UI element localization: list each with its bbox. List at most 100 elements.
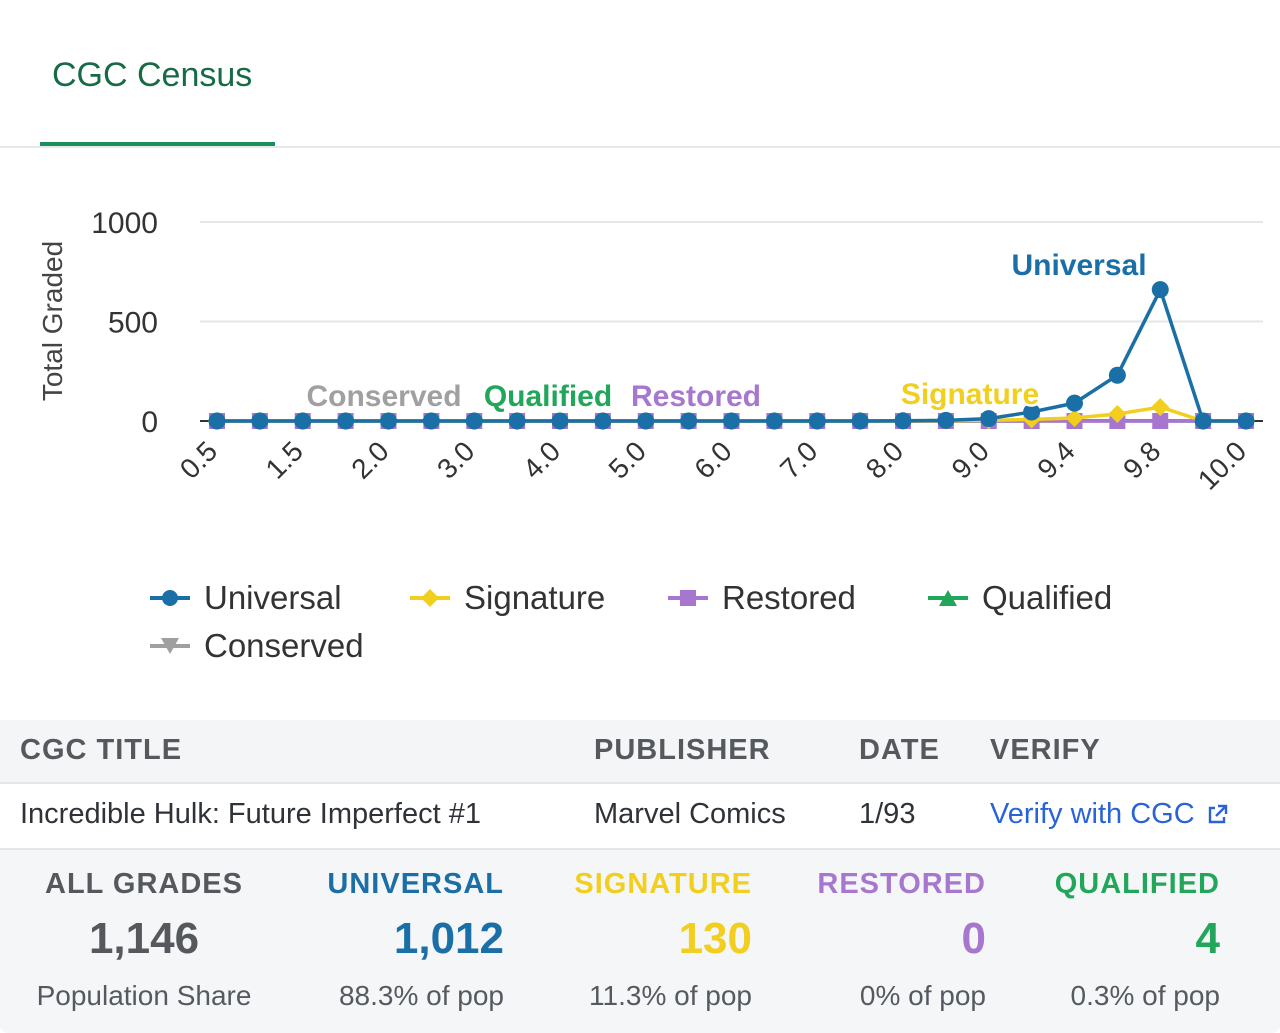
header-publisher: PUBLISHER xyxy=(594,734,771,766)
data-point-universal xyxy=(337,412,355,430)
x-tick-label: 7.0 xyxy=(774,435,823,484)
square-marker-icon xyxy=(668,590,708,606)
stat-universal: UNIVERSAL 1,012 88.3% of pop xyxy=(264,868,504,1028)
legend-item-conserved[interactable]: Conserved xyxy=(150,626,364,666)
table-header-row: CGC TITLE PUBLISHER DATE VERIFY xyxy=(0,720,1280,784)
legend-label: Restored xyxy=(722,579,856,616)
stat-label: ALL GRADES xyxy=(45,868,243,900)
data-point-universal xyxy=(465,412,483,430)
stat-value: 1,012 xyxy=(393,914,504,963)
data-point-universal xyxy=(1066,394,1083,412)
x-tick-label: 10.0 xyxy=(1192,435,1252,495)
cell-date: 1/93 xyxy=(859,798,916,830)
stat-label: UNIVERSAL xyxy=(327,868,504,900)
y-tick-label: 500 xyxy=(108,307,158,340)
stat-value: 0 xyxy=(961,914,986,963)
stat-value: 130 xyxy=(678,914,752,963)
x-tick-label: 5.0 xyxy=(603,435,652,484)
legend-item-qualified[interactable]: Qualified xyxy=(928,578,1112,618)
data-point-universal xyxy=(380,412,397,430)
stat-subtext: Population Share xyxy=(36,980,252,1011)
x-tick-label: 9.4 xyxy=(1031,435,1080,484)
data-point-universal xyxy=(208,412,226,430)
legend-item-restored[interactable]: Restored xyxy=(668,578,856,618)
data-point-universal xyxy=(508,412,526,430)
stat-all-grades: ALL GRADES 1,146 Population Share xyxy=(24,868,264,1028)
data-point-signature xyxy=(1065,409,1084,428)
stat-label: RESTORED xyxy=(817,868,986,900)
x-tick-label: 1.5 xyxy=(260,435,309,484)
data-point-universal xyxy=(894,412,912,430)
header-cgc-title: CGC TITLE xyxy=(20,734,183,766)
data-point-universal xyxy=(551,412,569,430)
stat-subtext: 0% of pop xyxy=(859,980,986,1011)
x-tick-label: 4.0 xyxy=(517,435,566,484)
tab-bar: CGC Census xyxy=(0,0,1280,148)
stat-signature: SIGNATURE 130 11.3% of pop xyxy=(512,868,752,1028)
series-annotation-universal: Universal xyxy=(1011,249,1146,282)
series-annotation-restored: Restored xyxy=(631,380,761,413)
stat-value: 1,146 xyxy=(88,914,200,963)
data-point-universal xyxy=(637,412,655,430)
stat-restored: RESTORED 0 0% of pop xyxy=(746,868,986,1028)
tab-cgc-census[interactable]: CGC Census xyxy=(40,0,275,146)
x-tick-label: 9.0 xyxy=(946,435,995,484)
stat-value: 4 xyxy=(1195,914,1220,963)
data-point-signature xyxy=(1108,405,1127,424)
data-point-universal xyxy=(251,412,269,430)
diamond-marker-icon xyxy=(410,589,450,607)
data-point-signature xyxy=(1151,398,1170,417)
data-point-universal xyxy=(851,412,869,430)
verify-link-label: Verify with CGC xyxy=(990,798,1195,830)
y-axis-label: Total Graded xyxy=(37,241,68,401)
legend-item-signature[interactable]: Signature xyxy=(410,578,605,618)
data-point-universal xyxy=(422,412,440,430)
cell-title: Incredible Hulk: Future Imperfect #1 xyxy=(20,798,481,830)
circle-marker-icon xyxy=(150,590,190,606)
data-point-universal xyxy=(1023,403,1041,421)
data-point-universal xyxy=(980,410,998,428)
x-tick-label: 2.0 xyxy=(345,435,394,484)
legend-label: Universal xyxy=(204,579,342,616)
x-tick-label: 8.0 xyxy=(860,435,909,484)
stat-subtext: 11.3% of pop xyxy=(589,980,752,1011)
data-point-universal xyxy=(1108,366,1126,384)
header-verify: VERIFY xyxy=(990,734,1101,766)
verify-with-cgc-link[interactable]: Verify with CGC xyxy=(990,798,1229,831)
stat-label: SIGNATURE xyxy=(574,868,752,900)
chart-legend: Universal Signature Restored Qualified C… xyxy=(150,578,1150,678)
data-point-universal xyxy=(294,412,312,430)
data-point-universal xyxy=(808,412,826,430)
population-stats: ALL GRADES 1,146 Population Share UNIVER… xyxy=(0,850,1280,1033)
data-point-universal xyxy=(765,412,783,430)
triangle-down-marker-icon xyxy=(150,638,190,654)
data-point-universal xyxy=(1194,412,1212,430)
stat-subtext: 88.3% of pop xyxy=(338,980,504,1011)
y-tick-label: 1000 xyxy=(91,207,158,240)
data-point-universal xyxy=(1151,281,1169,299)
series-annotation-qualified: Qualified xyxy=(484,380,612,413)
data-point-restored xyxy=(1152,413,1169,429)
legend-label: Signature xyxy=(464,579,606,616)
legend-item-universal[interactable]: Universal xyxy=(150,578,342,618)
cell-publisher: Marvel Comics xyxy=(594,798,786,830)
x-tick-label: 6.0 xyxy=(688,435,737,484)
stat-qualified: QUALIFIED 4 0.3% of pop xyxy=(980,868,1220,1028)
census-chart: 0 500 1000 Total Graded 0.5 1.5 2.0 3.0 4.0 5.0 6.… xyxy=(37,207,1263,496)
data-point-universal xyxy=(680,412,698,430)
data-point-universal xyxy=(937,411,955,429)
stat-subtext: 0.3% of pop xyxy=(1070,980,1220,1011)
table-row: Incredible Hulk: Future Imperfect #1 Mar… xyxy=(0,784,1280,850)
series-annotation-signature: Signature xyxy=(901,378,1039,411)
data-point-universal xyxy=(723,412,740,430)
triangle-marker-icon xyxy=(928,590,968,606)
data-point-universal xyxy=(594,412,612,430)
tab-label: CGC Census xyxy=(52,56,253,94)
legend-label: Qualified xyxy=(982,579,1113,616)
external-link-icon xyxy=(1208,804,1227,823)
series-annotation-conserved: Conserved xyxy=(306,380,461,413)
x-tick-label: 9.8 xyxy=(1117,435,1166,484)
y-tick-label: 0 xyxy=(141,406,158,439)
x-tick-label: 3.0 xyxy=(431,435,480,484)
